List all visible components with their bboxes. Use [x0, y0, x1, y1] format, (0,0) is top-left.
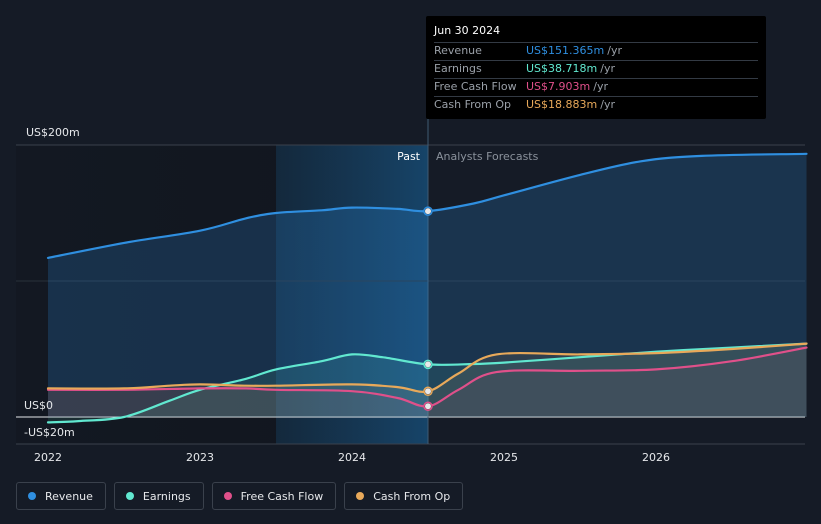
legend-item-revenue[interactable]: Revenue	[16, 482, 106, 510]
free-cash-flow-area	[48, 347, 807, 417]
x-tick-label: 2024	[338, 451, 366, 464]
tooltip-unit: /yr	[593, 80, 608, 93]
revenue-area	[48, 153, 807, 418]
legend-item-earnings[interactable]: Earnings	[113, 482, 204, 510]
tooltip-row-cash-from-op: Cash From Op US$18.883m /yr	[434, 96, 758, 114]
cash-from-op-line	[46, 342, 808, 393]
tooltip-label: Earnings	[434, 62, 482, 75]
tooltip-unit: /yr	[600, 98, 615, 111]
tooltip-label: Free Cash Flow	[434, 80, 517, 93]
earnings-dot-icon	[125, 492, 134, 500]
past-label: Past	[397, 150, 421, 163]
legend-label: Earnings	[142, 489, 191, 503]
x-tick-label: 2022	[34, 451, 62, 464]
legend-label: Cash From Op	[373, 489, 451, 503]
tooltip-value: US$38.718m	[526, 62, 598, 75]
cash-from-op-area	[48, 343, 807, 417]
tooltip-unit: /yr	[607, 44, 622, 57]
tooltip-row-earnings: Earnings US$38.718m /yr	[434, 60, 758, 78]
revenue-dot-icon	[28, 492, 36, 500]
cash-from-op-marker-core	[425, 388, 431, 395]
highlight-region	[276, 145, 428, 444]
earnings-marker-core	[425, 361, 431, 368]
x-tick-label: 2026	[642, 451, 670, 464]
x-tick-label: 2025	[490, 451, 518, 464]
tooltip-date: Jun 30 2024	[434, 24, 501, 37]
forecast-label: Analysts Forecasts	[436, 150, 539, 163]
tooltip: Jun 30 2024 Revenue US$151.365m /yr Earn…	[426, 16, 766, 119]
tooltip-value: US$18.883m	[526, 98, 598, 111]
revenue-line	[46, 152, 808, 259]
tooltip-value: US$7.903m	[526, 80, 591, 93]
y-tick-label: -US$20m	[24, 426, 75, 439]
free-cash-flow-line	[46, 346, 808, 408]
legend-label: Free Cash Flow	[240, 489, 324, 503]
tooltip-value: US$151.365m	[526, 44, 605, 57]
legend-label: Revenue	[45, 489, 93, 503]
tooltip-unit: /yr	[600, 62, 615, 75]
y-tick-label: US$200m	[26, 126, 80, 139]
x-tick-label: 2023	[186, 451, 214, 464]
legend-item-free-cash-flow[interactable]: Free Cash Flow	[211, 482, 337, 510]
y-tick-label: US$0	[24, 399, 53, 412]
tooltip-label: Revenue	[434, 44, 482, 57]
tooltip-label: Cash From Op	[434, 98, 512, 111]
tooltip-row-revenue: Revenue US$151.365m /yr	[434, 42, 758, 60]
tooltip-row-free-cash-flow: Free Cash Flow US$7.903m /yr	[434, 78, 758, 96]
revenue-marker-core	[425, 208, 431, 215]
earnings-area	[48, 343, 807, 423]
legend-item-cash-from-op[interactable]: Cash From Op	[344, 482, 464, 510]
legend: Revenue Earnings Free Cash Flow Cash Fro…	[16, 482, 464, 510]
free-cash-flow-marker-core	[425, 403, 431, 410]
cash-from-op-dot-icon	[356, 492, 365, 500]
free-cash-flow-dot-icon	[223, 492, 232, 500]
